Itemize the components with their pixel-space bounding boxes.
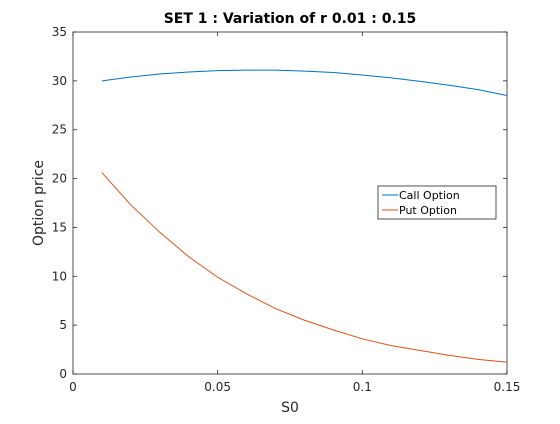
y-tick-label: 35 <box>52 25 67 39</box>
y-tick-label: 10 <box>52 269 67 283</box>
y-tick-label: 20 <box>52 172 67 186</box>
x-tick-label: 0.05 <box>204 380 231 394</box>
chart-labels: SET 1 : Variation of r 0.01 : 0.15 S0 Op… <box>31 11 416 416</box>
x-tick-label: 0.1 <box>353 380 372 394</box>
y-tick-label: 25 <box>52 123 67 137</box>
x-tick-label: 0 <box>69 380 77 394</box>
x-tick-label: 0.15 <box>494 380 521 394</box>
legend-label: Call Option <box>399 189 460 202</box>
chart-title: SET 1 : Variation of r 0.01 : 0.15 <box>164 11 417 27</box>
y-axis-label: Option price <box>31 160 47 246</box>
legend-label: Put Option <box>399 204 457 217</box>
legend-box <box>377 185 497 220</box>
series-line-put-option <box>101 172 508 363</box>
y-tick-label: 5 <box>59 318 67 332</box>
series-line-call-option <box>101 69 508 97</box>
x-axis-label: S0 <box>281 400 299 416</box>
legend: Call Option Put Option <box>377 185 497 220</box>
y-tick-label: 30 <box>52 74 67 88</box>
y-tick-label: 0 <box>59 367 67 381</box>
series-lines <box>101 69 508 363</box>
y-tick-label: 15 <box>52 220 67 234</box>
